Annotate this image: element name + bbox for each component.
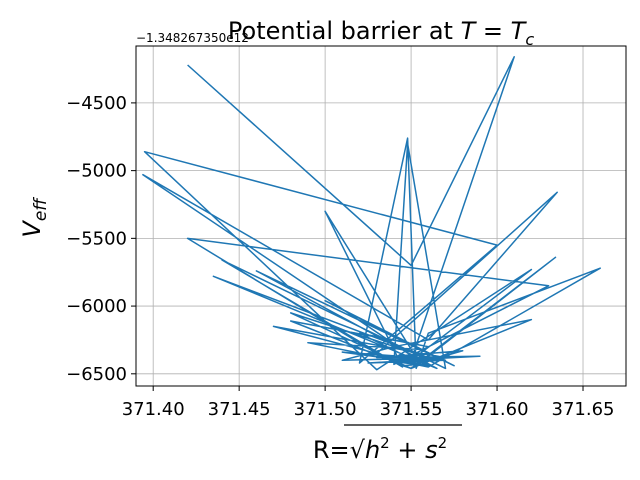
y-tick-label: −5000 bbox=[66, 161, 127, 182]
x-tick-label: 371.60 bbox=[466, 399, 529, 420]
y-axis-label: Veff bbox=[18, 197, 51, 238]
x-tick-label: 371.40 bbox=[122, 399, 185, 420]
series-line-v-eff bbox=[142, 56, 601, 371]
y-tick-label: −6000 bbox=[66, 296, 127, 317]
x-tick-label: 371.50 bbox=[294, 399, 357, 420]
x-tick-label: 371.65 bbox=[552, 399, 615, 420]
x-tick-labels: 371.40 371.45 371.50 371.55 371.60 371.65 bbox=[122, 399, 615, 420]
x-tick-label: 371.55 bbox=[380, 399, 443, 420]
x-tick-label: 371.45 bbox=[208, 399, 271, 420]
chart-title: Potential barrier at T = Tc bbox=[228, 17, 534, 49]
y-tick-labels: −4500 −5000 −5500 −6000 −6500 bbox=[66, 93, 127, 385]
y-tick-label: −4500 bbox=[66, 93, 127, 114]
y-tick-label: −6500 bbox=[66, 364, 127, 385]
x-axis-label: R=√h2 + s2 bbox=[313, 434, 447, 464]
axes-frame bbox=[135, 45, 627, 387]
y-tick-label: −5500 bbox=[66, 228, 127, 249]
y-offset-text: −1.348267350e12 bbox=[136, 31, 249, 45]
